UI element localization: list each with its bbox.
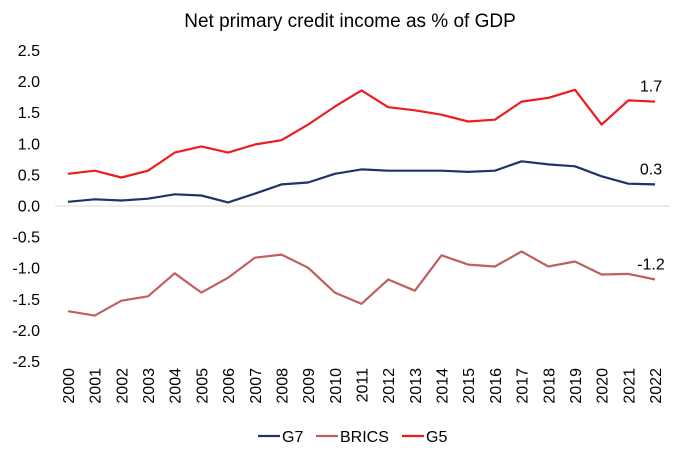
end-label-g5: 1.7 [640,79,662,96]
x-tick-label: 2002 [114,368,131,404]
legend-item-g7: G7 [258,429,303,446]
x-tick-label: 2016 [488,368,505,404]
legend-item-g5: G5 [402,429,447,446]
y-tick-label: 2.0 [18,74,40,91]
y-tick-label: 2.5 [18,43,40,60]
x-tick-label: 2010 [328,368,345,404]
y-tick-label: -2.5 [12,354,40,371]
x-tick-label: 2018 [541,368,558,404]
x-tick-label: 2014 [435,368,452,404]
y-tick-label: 0.5 [18,167,40,184]
x-tick-label: 2007 [248,368,265,404]
y-tick-label: -1.5 [12,292,40,309]
legend-label: G5 [426,429,447,446]
x-tick-label: 2019 [568,368,585,404]
x-tick-label: 2015 [461,368,478,404]
legend-item-brics: BRICS [316,429,389,446]
x-tick-label: 2012 [381,368,398,404]
x-tick-label: 2011 [355,368,372,403]
y-tick-label: -2.0 [12,323,40,340]
series-line-g7 [67,160,656,204]
series-line-brics [67,250,656,317]
x-tick-label: 2009 [301,368,318,404]
series-line-g5 [67,88,656,179]
x-tick-label: 2000 [61,368,78,404]
x-tick-label: 2005 [194,368,211,404]
x-tick-label: 2003 [141,368,158,404]
x-tick-label: 2001 [88,368,105,404]
x-tick-label: 2008 [274,368,291,404]
y-tick-label: -1.0 [12,261,40,278]
y-tick-label: -0.5 [12,230,40,247]
x-tick-label: 2021 [621,368,638,404]
x-tick-label: 2004 [168,368,185,404]
x-tick-label: 2017 [515,368,532,404]
y-tick-label: 1.5 [18,105,40,122]
x-tick-label: 2013 [408,368,425,404]
chart-title: Net primary credit income as % of GDP [184,11,516,32]
legend-label: G7 [282,429,303,446]
y-tick-label: 0.0 [18,199,40,216]
end-label-g7: 0.3 [640,161,662,178]
legend-label: BRICS [340,429,389,446]
x-tick-label: 2006 [221,368,238,404]
x-tick-label: 2020 [595,368,612,404]
y-tick-label: 1.0 [18,136,40,153]
end-label-brics: -1.2 [637,257,665,274]
x-tick-label: 2022 [648,368,665,404]
